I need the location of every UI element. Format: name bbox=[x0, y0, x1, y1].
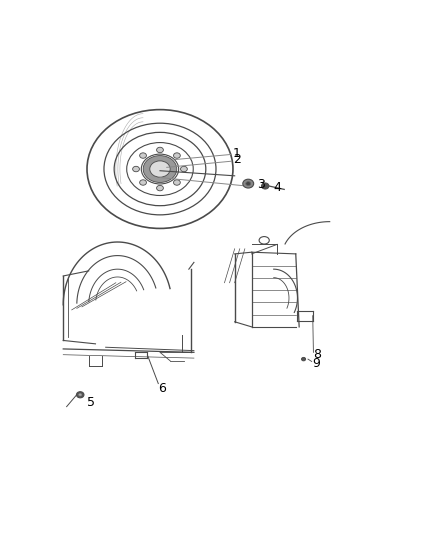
Ellipse shape bbox=[261, 183, 269, 189]
Ellipse shape bbox=[180, 166, 187, 172]
Ellipse shape bbox=[143, 156, 177, 182]
Ellipse shape bbox=[133, 166, 139, 172]
Ellipse shape bbox=[140, 180, 146, 185]
Ellipse shape bbox=[243, 179, 254, 188]
Ellipse shape bbox=[150, 161, 170, 177]
Ellipse shape bbox=[173, 180, 180, 185]
Text: 6: 6 bbox=[158, 382, 166, 395]
Text: 9: 9 bbox=[313, 357, 321, 370]
Text: 2: 2 bbox=[233, 154, 241, 166]
Ellipse shape bbox=[79, 393, 82, 396]
Text: 8: 8 bbox=[313, 348, 321, 361]
Ellipse shape bbox=[246, 182, 251, 185]
Ellipse shape bbox=[173, 153, 180, 158]
Text: 5: 5 bbox=[87, 395, 95, 409]
Text: 1: 1 bbox=[233, 147, 241, 159]
Text: 3: 3 bbox=[257, 179, 265, 191]
Text: 4: 4 bbox=[274, 181, 282, 194]
Ellipse shape bbox=[77, 392, 84, 398]
Ellipse shape bbox=[140, 153, 146, 158]
Ellipse shape bbox=[301, 358, 306, 361]
Ellipse shape bbox=[157, 185, 163, 191]
Ellipse shape bbox=[157, 147, 163, 152]
